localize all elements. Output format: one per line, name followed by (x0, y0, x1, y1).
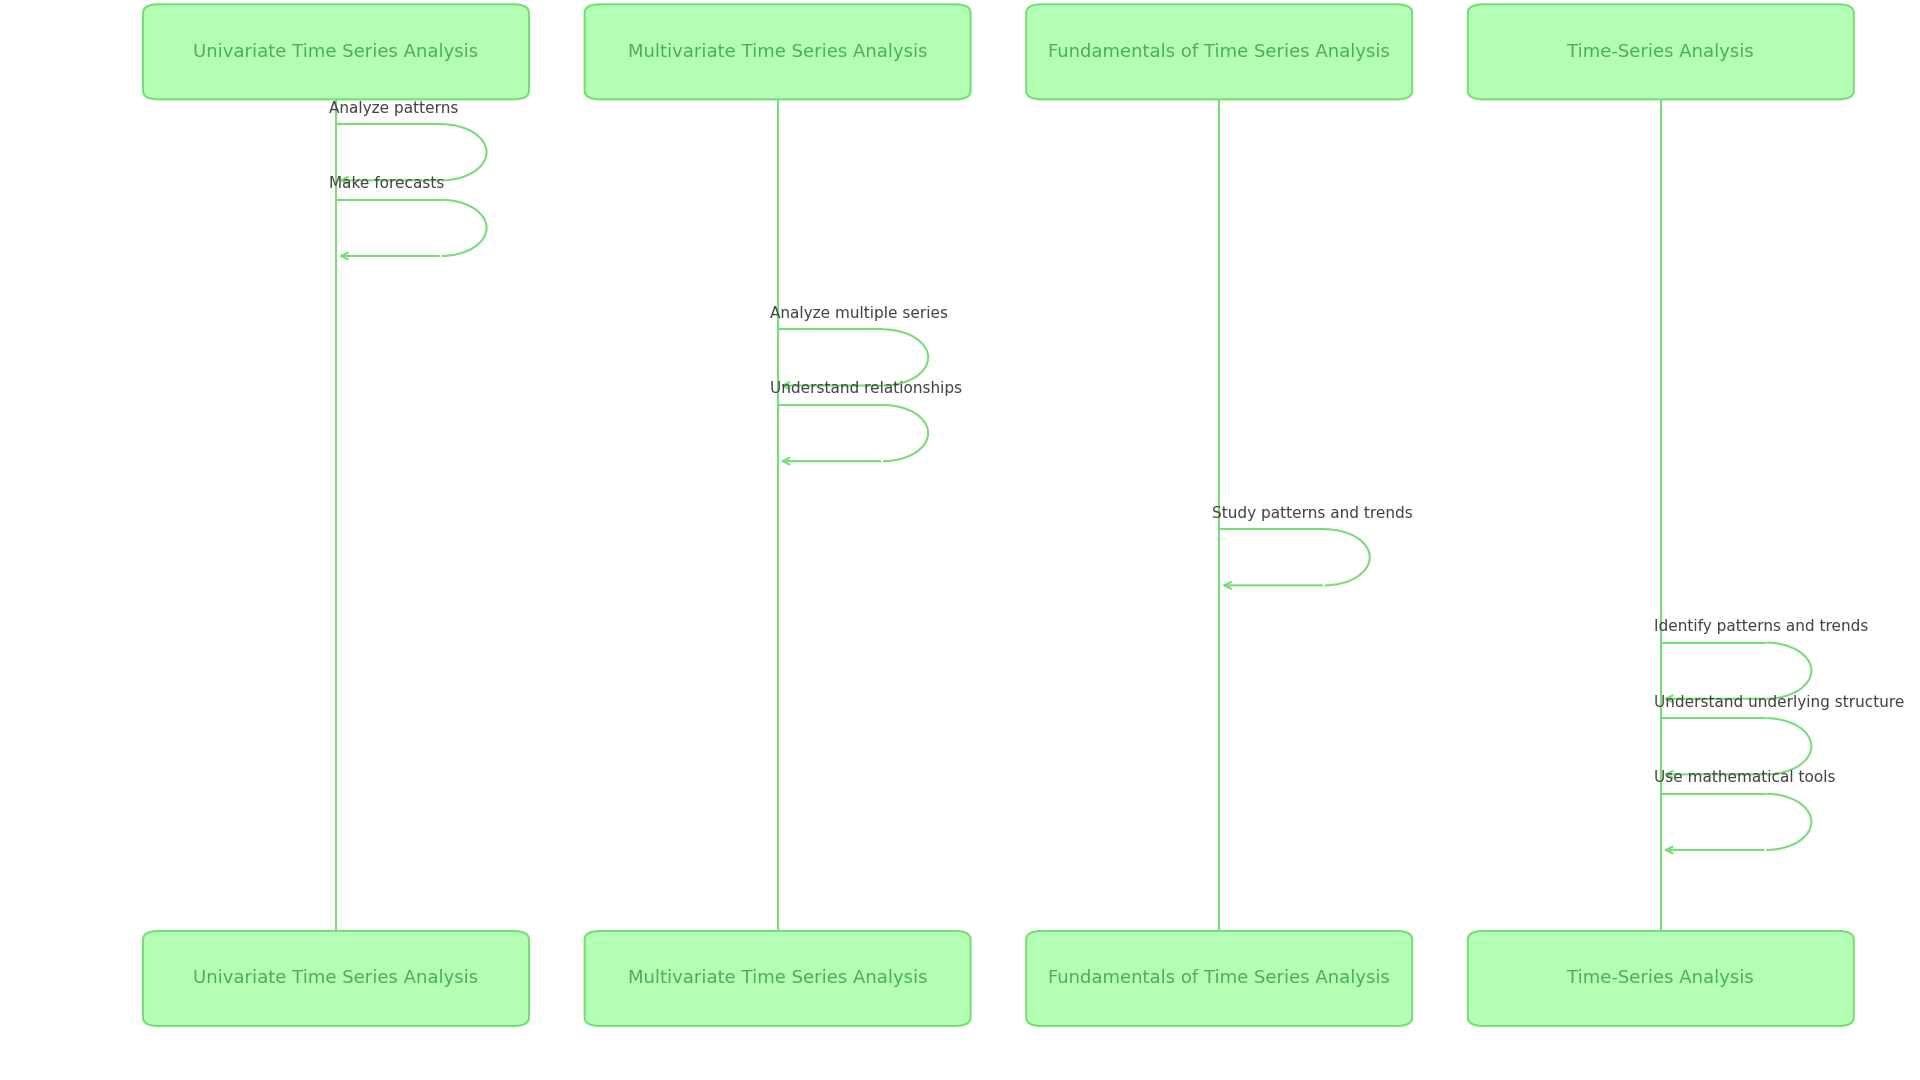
Text: Make forecasts: Make forecasts (328, 176, 444, 191)
FancyBboxPatch shape (1025, 4, 1413, 99)
Text: Analyze patterns: Analyze patterns (328, 100, 459, 116)
Text: Univariate Time Series Analysis: Univariate Time Series Analysis (194, 43, 478, 60)
FancyBboxPatch shape (584, 4, 972, 99)
Text: Analyze multiple series: Analyze multiple series (770, 306, 948, 321)
Text: Understand relationships: Understand relationships (770, 381, 962, 396)
Text: Multivariate Time Series Analysis: Multivariate Time Series Analysis (628, 43, 927, 60)
FancyBboxPatch shape (584, 931, 972, 1026)
Text: Understand underlying structure: Understand underlying structure (1653, 694, 1905, 710)
Text: Fundamentals of Time Series Analysis: Fundamentals of Time Series Analysis (1048, 970, 1390, 987)
Text: Use mathematical tools: Use mathematical tools (1653, 770, 1836, 785)
Text: Time-Series Analysis: Time-Series Analysis (1567, 43, 1755, 60)
FancyBboxPatch shape (142, 4, 528, 99)
Text: Fundamentals of Time Series Analysis: Fundamentals of Time Series Analysis (1048, 43, 1390, 60)
Text: Univariate Time Series Analysis: Univariate Time Series Analysis (194, 970, 478, 987)
Text: Time-Series Analysis: Time-Series Analysis (1567, 970, 1755, 987)
Text: Study patterns and trends: Study patterns and trends (1212, 505, 1413, 521)
FancyBboxPatch shape (1025, 931, 1413, 1026)
FancyBboxPatch shape (1467, 931, 1855, 1026)
Text: Identify patterns and trends: Identify patterns and trends (1653, 619, 1868, 634)
FancyBboxPatch shape (1467, 4, 1855, 99)
Text: Multivariate Time Series Analysis: Multivariate Time Series Analysis (628, 970, 927, 987)
FancyBboxPatch shape (142, 931, 528, 1026)
